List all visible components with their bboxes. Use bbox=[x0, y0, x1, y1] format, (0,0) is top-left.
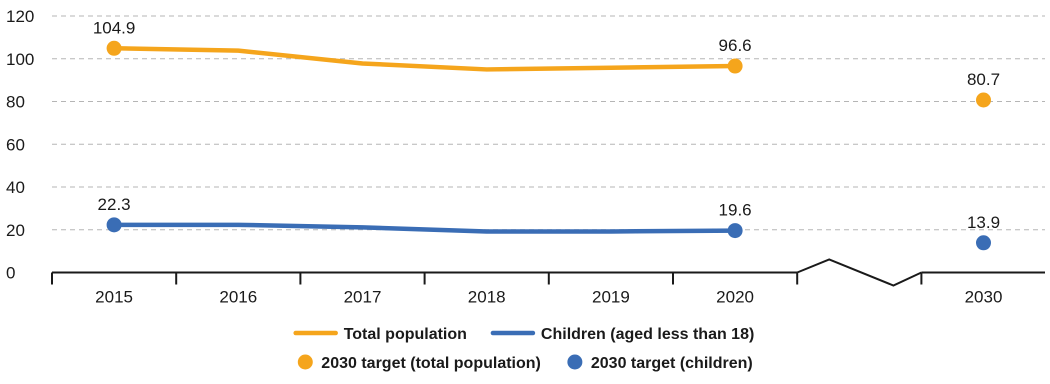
data-label-total-population-2015: 104.9 bbox=[93, 18, 136, 37]
legend-label-children-aged-less-than-18: Children (aged less than 18) bbox=[541, 326, 754, 343]
data-labels: 104.9 96.6 22.3 19.6 80.7 13.9 bbox=[93, 18, 1000, 232]
series-line-children-aged-less-than-18 bbox=[111, 222, 738, 234]
x-tick-label-2015: 2015 bbox=[95, 288, 133, 307]
data-point-children-aged-less-than-18-2020 bbox=[727, 223, 743, 239]
x-tick-label-2016: 2016 bbox=[219, 288, 257, 307]
points-group bbox=[106, 40, 991, 251]
x-tick-label-2030: 2030 bbox=[965, 288, 1003, 307]
data-label-children-aged-less-than-18-2015: 22.3 bbox=[98, 195, 131, 214]
y-tick-label-80: 80 bbox=[6, 93, 25, 112]
y-tick-label-40: 40 bbox=[6, 178, 25, 197]
x-axis bbox=[51, 258, 1045, 287]
legend-swatch-2030-target-total-population bbox=[297, 354, 313, 370]
y-tick-label-20: 20 bbox=[6, 221, 25, 240]
legend-swatch-2030-target-children bbox=[567, 354, 583, 370]
x-tick-label-2019: 2019 bbox=[592, 288, 630, 307]
legend: Total population Children (aged less than… bbox=[293, 326, 754, 372]
y-tick-label-60: 60 bbox=[6, 135, 25, 154]
y-tick-label-120: 120 bbox=[6, 7, 34, 26]
series-line-total-population bbox=[111, 46, 738, 72]
y-tick-label-0: 0 bbox=[6, 264, 15, 283]
x-tick-label-2017: 2017 bbox=[344, 288, 382, 307]
legend-item-total-population: Total population bbox=[293, 326, 467, 343]
legend-item-2030-target-total-population: 2030 target (total population) bbox=[297, 354, 541, 372]
legend-item-2030-target-children: 2030 target (children) bbox=[567, 354, 753, 372]
data-label-total-population-2020: 96.6 bbox=[719, 36, 752, 55]
y-tick-label-100: 100 bbox=[6, 50, 34, 69]
x-tick-label-2020: 2020 bbox=[716, 288, 754, 307]
legend-label-2030-target-children: 2030 target (children) bbox=[591, 355, 753, 372]
data-point-total-population-2015 bbox=[106, 40, 122, 56]
x-axis-ticks: 2015 2016 2017 2018 2019 2020 2030 bbox=[95, 288, 1002, 307]
y-axis-ticks: 0 20 40 60 80 100 120 bbox=[6, 7, 34, 283]
legend-label-2030-target-total-population: 2030 target (total population) bbox=[321, 355, 541, 372]
legend-label-total-population: Total population bbox=[344, 326, 467, 343]
data-point-children-aged-less-than-18-2015 bbox=[106, 217, 122, 233]
x-tick-label-2018: 2018 bbox=[468, 288, 506, 307]
data-point-total-population-2020 bbox=[727, 58, 743, 74]
axis-break-zigzag bbox=[796, 258, 922, 287]
series-group bbox=[111, 46, 738, 234]
legend-item-children-aged-less-than-18: Children (aged less than 18) bbox=[490, 326, 754, 343]
data-label-children-aged-less-than-18-2020: 19.6 bbox=[719, 201, 752, 220]
data-point-2030-target-children-2030 bbox=[976, 235, 991, 251]
data-label-2030-target-children-2030: 13.9 bbox=[967, 213, 1000, 232]
data-label-2030-target-total-population-2030: 80.7 bbox=[967, 70, 1000, 89]
data-point-2030-target-total-population-2030 bbox=[976, 92, 991, 108]
